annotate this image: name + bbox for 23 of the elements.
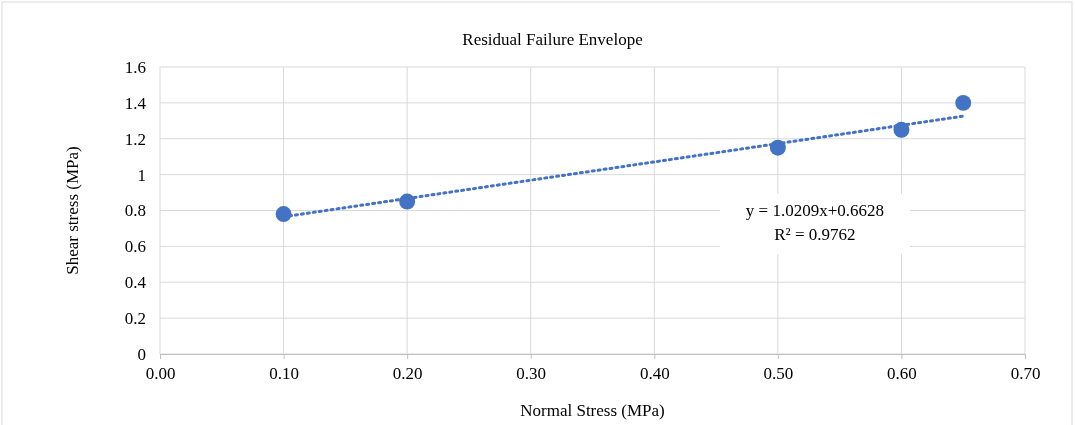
y-tick-label: 1.6: [124, 57, 146, 77]
y-axis-title: Shear stress (MPa): [63, 146, 82, 275]
annotation: y = 1.0209x+0.6628: [745, 200, 885, 220]
x-tick-label: 0.60: [887, 364, 917, 383]
x-tick-label: 0.10: [269, 364, 299, 383]
chart-title: Residual Failure Envelope: [462, 30, 643, 49]
y-tick-label: 0.6: [124, 237, 146, 257]
point: [955, 94, 972, 111]
y-tick-label: 0.2: [124, 309, 146, 329]
annotation: R² = 0.9762: [774, 224, 856, 244]
x-axis-title: Normal Stress (MPa): [520, 401, 665, 420]
y-tick-label: 1.2: [124, 129, 146, 149]
x-tick-label: 0.50: [763, 364, 794, 383]
x-tick-label: 0.40: [639, 364, 670, 383]
y-tick-label: 0.8: [124, 201, 146, 221]
x-tick-label: 0.00: [145, 364, 176, 383]
y-tick-label: 0: [137, 344, 146, 364]
x-tick-label: 0.20: [392, 364, 423, 383]
y-tick-label: 0.4: [124, 273, 147, 293]
y-tick-label: 1: [137, 165, 146, 185]
x-tick-label: 0.70: [1010, 364, 1041, 383]
y-tick-label: 1.4: [124, 93, 147, 113]
x-tick-label: 0.30: [516, 364, 547, 383]
